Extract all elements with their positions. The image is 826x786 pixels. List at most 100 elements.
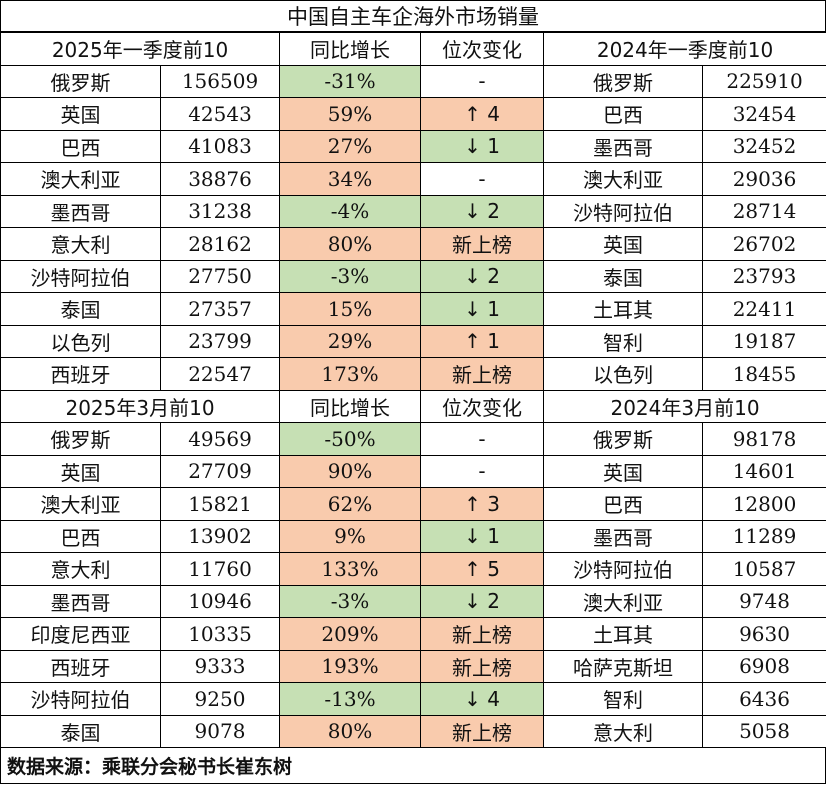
previous-sales-cell: 5058 bbox=[702, 714, 826, 748]
yoy-growth-cell: 59% bbox=[279, 97, 422, 131]
data-table: 2025年一季度前10 同比增长 位次变化 2024年一季度前10 俄罗斯 156509-… bbox=[0, 32, 826, 748]
previous-sales-cell: 28714 bbox=[702, 194, 826, 228]
sales-cell: 156509 bbox=[159, 64, 281, 98]
country-cell: 巴西 bbox=[0, 519, 161, 553]
rank-change-cell: - bbox=[420, 454, 545, 488]
header-rank-change: 位次变化 bbox=[420, 32, 545, 66]
previous-country-cell: 巴西 bbox=[543, 487, 704, 521]
country-cell: 泰国 bbox=[0, 714, 161, 748]
previous-country-cell: 沙特阿拉伯 bbox=[543, 194, 704, 228]
header-yoy: 同比增长 bbox=[279, 389, 422, 423]
yoy-growth-cell: 9% bbox=[279, 519, 422, 553]
previous-sales-cell: 29036 bbox=[702, 162, 826, 196]
country-cell: 墨西哥 bbox=[0, 194, 161, 228]
rank-change-cell: ↓ 1 bbox=[420, 519, 545, 553]
previous-country-cell: 泰国 bbox=[543, 259, 704, 293]
yoy-growth-cell: -31% bbox=[279, 64, 422, 98]
rank-change-cell: ↓ 2 bbox=[420, 259, 545, 293]
yoy-growth-cell: 193% bbox=[279, 649, 422, 683]
sales-cell: 41083 bbox=[159, 129, 281, 163]
previous-country-cell: 哈萨克斯坦 bbox=[543, 649, 704, 683]
yoy-growth-cell: -13% bbox=[279, 682, 422, 716]
previous-country-cell: 俄罗斯 bbox=[543, 422, 704, 456]
rank-change-cell: ↓ 1 bbox=[420, 292, 545, 326]
table-row: 意大利 11760 133% ↑ 5 沙特阿拉伯 10587 bbox=[0, 552, 826, 586]
table-row: 西班牙 9333 193% 新上榜 哈萨克斯坦 6908 bbox=[0, 649, 826, 683]
previous-sales-cell: 18455 bbox=[702, 357, 826, 391]
yoy-growth-cell: 80% bbox=[279, 227, 422, 261]
rank-change-cell: ↑ 5 bbox=[420, 552, 545, 586]
yoy-growth-cell: 27% bbox=[279, 129, 422, 163]
previous-country-cell: 智利 bbox=[543, 682, 704, 716]
previous-country-cell: 巴西 bbox=[543, 97, 704, 131]
table-row: 俄罗斯 156509 -31% - 俄罗斯 225910 bbox=[0, 64, 826, 98]
sales-cell: 22547 bbox=[159, 357, 281, 391]
sales-cell: 38876 bbox=[159, 162, 281, 196]
yoy-growth-cell: 29% bbox=[279, 324, 422, 358]
country-cell: 泰国 bbox=[0, 292, 161, 326]
previous-country-cell: 土耳其 bbox=[543, 617, 704, 651]
table-row: 澳大利亚 15821 62% ↑ 3 巴西 12800 bbox=[0, 487, 826, 521]
country-cell: 俄罗斯 bbox=[0, 64, 161, 98]
rank-change-cell: - bbox=[420, 64, 545, 98]
rank-change-cell: ↑ 1 bbox=[420, 324, 545, 358]
previous-sales-cell: 98178 bbox=[702, 422, 826, 456]
sales-cell: 31238 bbox=[159, 194, 281, 228]
previous-country-cell: 墨西哥 bbox=[543, 129, 704, 163]
table-row: 以色列 23799 29% ↑ 1 智利 19187 bbox=[0, 324, 826, 358]
table-row: 俄罗斯 49569 -50% - 俄罗斯 98178 bbox=[0, 422, 826, 456]
yoy-growth-cell: 90% bbox=[279, 454, 422, 488]
rank-change-cell: ↓ 4 bbox=[420, 682, 545, 716]
country-cell: 西班牙 bbox=[0, 649, 161, 683]
country-cell: 沙特阿拉伯 bbox=[0, 682, 161, 716]
header-previous-period: 2024年一季度前10 bbox=[543, 32, 826, 66]
sales-cell: 42543 bbox=[159, 97, 281, 131]
previous-country-cell: 以色列 bbox=[543, 357, 704, 391]
yoy-growth-cell: -4% bbox=[279, 194, 422, 228]
header-previous-period: 2024年3月前10 bbox=[543, 389, 826, 423]
table-row: 墨西哥 31238 -4% ↓ 2 沙特阿拉伯 28714 bbox=[0, 194, 826, 228]
previous-country-cell: 智利 bbox=[543, 324, 704, 358]
yoy-growth-cell: 34% bbox=[279, 162, 422, 196]
table-row: 印度尼西亚 10335 209% 新上榜 土耳其 9630 bbox=[0, 617, 826, 651]
country-cell: 英国 bbox=[0, 97, 161, 131]
previous-sales-cell: 10587 bbox=[702, 552, 826, 586]
country-cell: 印度尼西亚 bbox=[0, 617, 161, 651]
sales-cell: 9333 bbox=[159, 649, 281, 683]
country-cell: 墨西哥 bbox=[0, 584, 161, 618]
country-cell: 俄罗斯 bbox=[0, 422, 161, 456]
previous-country-cell: 沙特阿拉伯 bbox=[543, 552, 704, 586]
sales-cell: 10946 bbox=[159, 584, 281, 618]
previous-sales-cell: 12800 bbox=[702, 487, 826, 521]
q1-header-row: 2025年一季度前10 同比增长 位次变化 2024年一季度前10 bbox=[0, 32, 826, 66]
previous-country-cell: 俄罗斯 bbox=[543, 64, 704, 98]
march-header-row: 2025年3月前10 同比增长 位次变化 2024年3月前10 bbox=[0, 389, 826, 423]
previous-sales-cell: 23793 bbox=[702, 259, 826, 293]
previous-country-cell: 澳大利亚 bbox=[543, 162, 704, 196]
rank-change-cell: 新上榜 bbox=[420, 714, 545, 748]
rank-change-cell: - bbox=[420, 162, 545, 196]
country-cell: 意大利 bbox=[0, 552, 161, 586]
previous-sales-cell: 19187 bbox=[702, 324, 826, 358]
sales-cell: 15821 bbox=[159, 487, 281, 521]
yoy-growth-cell: 80% bbox=[279, 714, 422, 748]
rank-change-cell: ↑ 3 bbox=[420, 487, 545, 521]
rank-change-cell: 新上榜 bbox=[420, 357, 545, 391]
rank-change-cell: - bbox=[420, 422, 545, 456]
previous-country-cell: 意大利 bbox=[543, 714, 704, 748]
sales-cell: 11760 bbox=[159, 552, 281, 586]
previous-country-cell: 英国 bbox=[543, 454, 704, 488]
yoy-growth-cell: -3% bbox=[279, 259, 422, 293]
sales-cell: 27750 bbox=[159, 259, 281, 293]
sales-cell: 27709 bbox=[159, 454, 281, 488]
previous-sales-cell: 22411 bbox=[702, 292, 826, 326]
previous-country-cell: 墨西哥 bbox=[543, 519, 704, 553]
table-row: 澳大利亚 38876 34% - 澳大利亚 29036 bbox=[0, 162, 826, 196]
country-cell: 英国 bbox=[0, 454, 161, 488]
table-row: 西班牙 22547 173% 新上榜 以色列 18455 bbox=[0, 357, 826, 391]
previous-sales-cell: 9748 bbox=[702, 584, 826, 618]
previous-sales-cell: 225910 bbox=[702, 64, 826, 98]
table-row: 英国 27709 90% - 英国 14601 bbox=[0, 454, 826, 488]
previous-sales-cell: 32452 bbox=[702, 129, 826, 163]
